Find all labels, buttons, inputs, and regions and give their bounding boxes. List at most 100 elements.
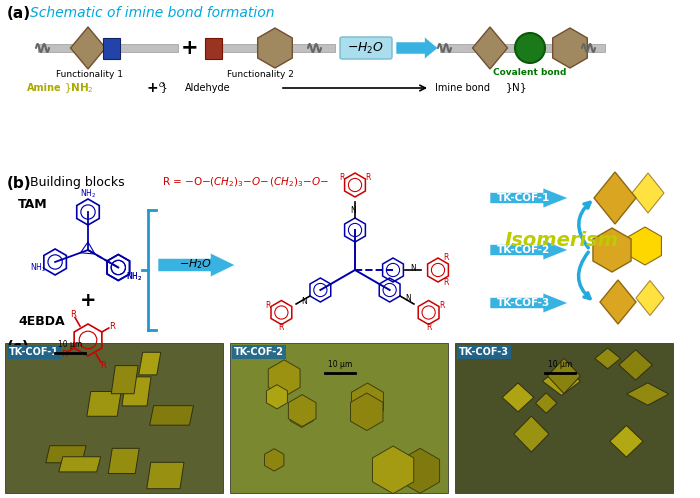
Text: $\}$NH$_2$: $\}$NH$_2$ (64, 81, 94, 95)
Polygon shape (595, 348, 620, 369)
Polygon shape (288, 395, 316, 427)
Bar (205, 44, 335, 52)
Polygon shape (629, 227, 662, 265)
Text: TK-COF-3: TK-COF-3 (459, 347, 509, 357)
Polygon shape (619, 350, 652, 380)
Text: R: R (61, 350, 66, 359)
Text: N: N (350, 206, 356, 215)
Text: TK-COF-1: TK-COF-1 (497, 193, 550, 203)
Text: (c): (c) (7, 340, 29, 355)
Polygon shape (122, 377, 151, 406)
Polygon shape (71, 27, 106, 69)
Text: +: + (146, 81, 158, 95)
Polygon shape (514, 416, 549, 452)
Text: 10 μm: 10 μm (548, 360, 572, 369)
Text: TK-COF-3: TK-COF-3 (497, 298, 550, 308)
Polygon shape (536, 393, 557, 413)
Polygon shape (147, 462, 184, 489)
Bar (205, 38, 222, 59)
Bar (440, 44, 605, 52)
Text: 4EBDA: 4EBDA (18, 315, 64, 328)
Polygon shape (400, 448, 440, 493)
Polygon shape (59, 457, 101, 472)
Bar (455, 343, 673, 493)
Polygon shape (265, 449, 284, 471)
Bar (230, 343, 448, 493)
Text: NH$_2$: NH$_2$ (80, 188, 96, 200)
Text: R: R (443, 252, 448, 261)
Text: +: + (80, 290, 97, 309)
Bar (103, 38, 120, 59)
Polygon shape (108, 448, 139, 474)
Text: 10 μm: 10 μm (58, 340, 82, 349)
Bar (38, 44, 178, 52)
Text: R = $-$O$\!-\!\!(CH_2)_3\!-\!O\!-\!(CH_2)_3\!-\!O\!-$: R = $-$O$\!-\!\!(CH_2)_3\!-\!O\!-\!(CH_2… (162, 175, 330, 189)
Polygon shape (267, 384, 288, 409)
Text: R: R (109, 322, 116, 331)
Text: R: R (70, 310, 76, 319)
Text: $-H_2O$: $-H_2O$ (179, 257, 213, 271)
Circle shape (515, 33, 545, 63)
Polygon shape (268, 360, 300, 396)
Polygon shape (87, 391, 121, 416)
Text: Isomerism: Isomerism (505, 231, 619, 249)
Polygon shape (158, 253, 235, 277)
Text: Covalent bond: Covalent bond (494, 68, 567, 77)
Text: R: R (443, 278, 448, 287)
Polygon shape (594, 172, 636, 224)
Text: $^O\!\!\}$: $^O\!\!\}$ (158, 80, 168, 96)
Text: NH$_2$: NH$_2$ (30, 262, 46, 274)
Polygon shape (258, 28, 293, 68)
Text: R: R (100, 362, 106, 371)
Text: Amine: Amine (27, 83, 62, 93)
Text: R: R (340, 173, 344, 182)
Polygon shape (600, 280, 636, 324)
Polygon shape (290, 401, 313, 427)
Text: TAM: TAM (18, 198, 48, 211)
Text: TK-COF-2: TK-COF-2 (497, 245, 550, 255)
Polygon shape (46, 446, 86, 463)
Bar (5, 343, 223, 493)
Text: NH$_2$: NH$_2$ (126, 270, 142, 283)
Text: Schematic of imine bond formation: Schematic of imine bond formation (30, 6, 274, 20)
Text: $-H_2O$: $-H_2O$ (347, 40, 384, 56)
Polygon shape (632, 173, 664, 213)
Polygon shape (547, 359, 580, 393)
Text: Building blocks: Building blocks (30, 176, 125, 189)
Text: N: N (405, 294, 411, 303)
Text: TK-COF-1: TK-COF-1 (9, 347, 59, 357)
Polygon shape (372, 446, 414, 494)
Text: Functionality 1: Functionality 1 (57, 70, 123, 79)
Polygon shape (351, 383, 384, 420)
Text: R: R (426, 323, 431, 332)
Polygon shape (111, 366, 138, 394)
Text: N: N (301, 297, 307, 306)
Text: +: + (181, 38, 199, 58)
Text: R: R (439, 300, 444, 309)
Polygon shape (593, 228, 631, 272)
Polygon shape (490, 293, 568, 313)
FancyBboxPatch shape (340, 37, 392, 59)
Text: $\}$N$\}$: $\}$N$\}$ (505, 81, 526, 95)
Polygon shape (503, 383, 533, 412)
Text: Imine bond: Imine bond (435, 83, 490, 93)
Polygon shape (139, 352, 161, 375)
Text: TK-COF-2: TK-COF-2 (234, 347, 284, 357)
Polygon shape (542, 367, 580, 395)
Polygon shape (610, 425, 643, 457)
Text: (b): (b) (7, 176, 31, 191)
Polygon shape (473, 27, 508, 69)
Text: Functionality 2: Functionality 2 (227, 70, 293, 79)
Text: R: R (266, 300, 271, 309)
Polygon shape (351, 393, 383, 431)
Text: (a): (a) (7, 6, 31, 21)
Text: Aldehyde: Aldehyde (185, 83, 230, 93)
Polygon shape (553, 28, 587, 68)
Text: NH$_2$: NH$_2$ (126, 270, 142, 283)
Polygon shape (626, 383, 668, 405)
Text: R: R (365, 173, 371, 182)
Text: R: R (279, 323, 284, 332)
Text: 10 μm: 10 μm (328, 360, 352, 369)
Text: N: N (410, 263, 416, 272)
Polygon shape (636, 280, 664, 316)
